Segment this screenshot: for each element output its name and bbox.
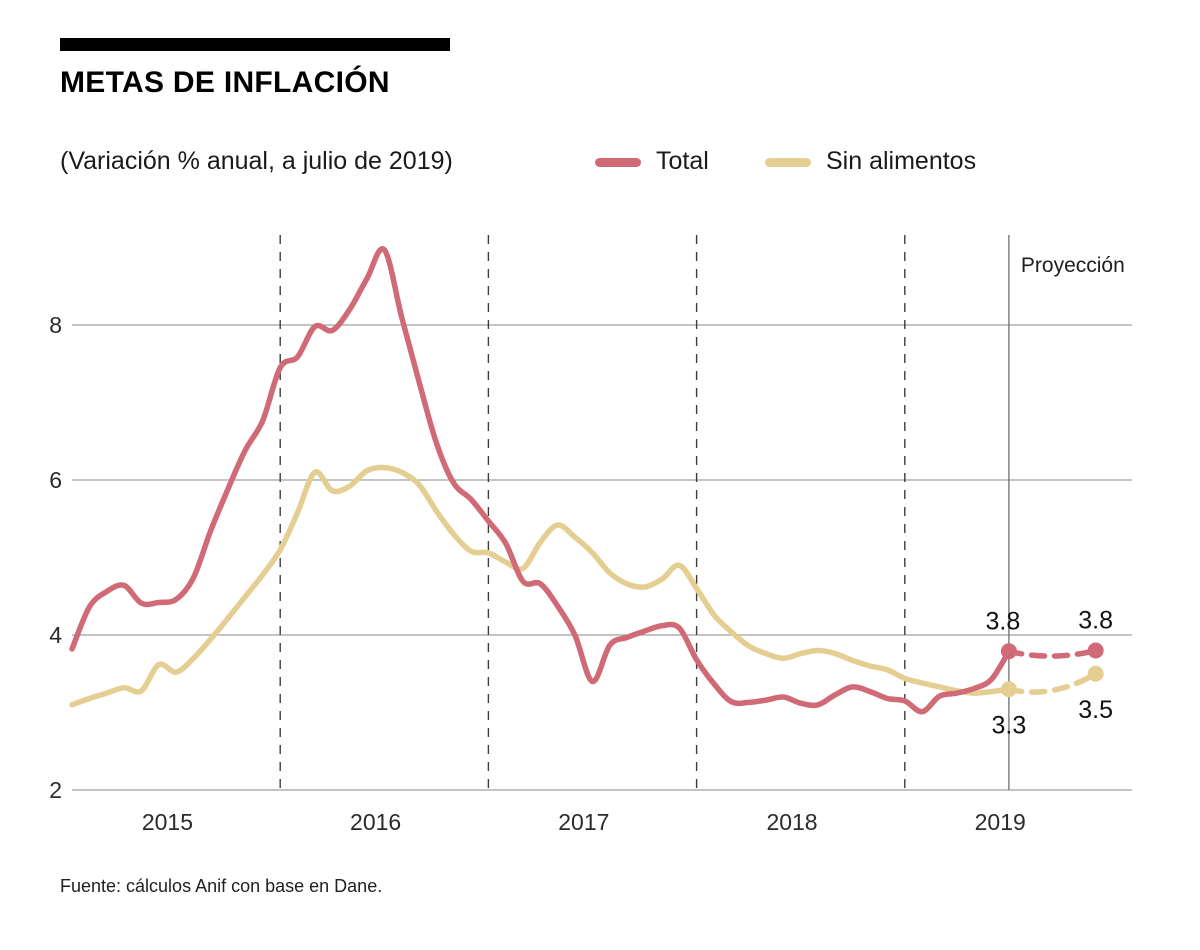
svg-text:2: 2: [49, 777, 62, 803]
svg-text:3.8: 3.8: [986, 607, 1021, 635]
svg-text:2016: 2016: [350, 809, 401, 835]
chart-subtitle: (Variación % anual, a julio de 2019): [60, 147, 453, 175]
svg-text:3.8: 3.8: [1078, 607, 1113, 635]
source-note: Fuente: cálculos Anif con base en Dane.: [60, 876, 383, 896]
svg-text:2018: 2018: [766, 809, 817, 835]
svg-text:3.5: 3.5: [1078, 696, 1113, 724]
title-accent-bar: [60, 38, 450, 51]
legend-label-total: Total: [656, 147, 709, 175]
svg-text:8: 8: [49, 312, 62, 338]
svg-text:2019: 2019: [975, 809, 1026, 835]
svg-text:2017: 2017: [558, 809, 609, 835]
svg-text:4: 4: [49, 622, 62, 648]
legend-label-sin-alimentos: Sin alimentos: [826, 147, 977, 175]
chart-title: METAS DE INFLACIÓN: [60, 66, 390, 99]
svg-text:3.3: 3.3: [992, 711, 1027, 739]
legend-swatch-sin-alimentos: [765, 158, 811, 167]
svg-text:6: 6: [49, 467, 62, 493]
legend-swatch-total: [595, 158, 641, 167]
svg-text:Proyección: Proyección: [1021, 254, 1125, 277]
svg-text:2015: 2015: [142, 809, 193, 835]
